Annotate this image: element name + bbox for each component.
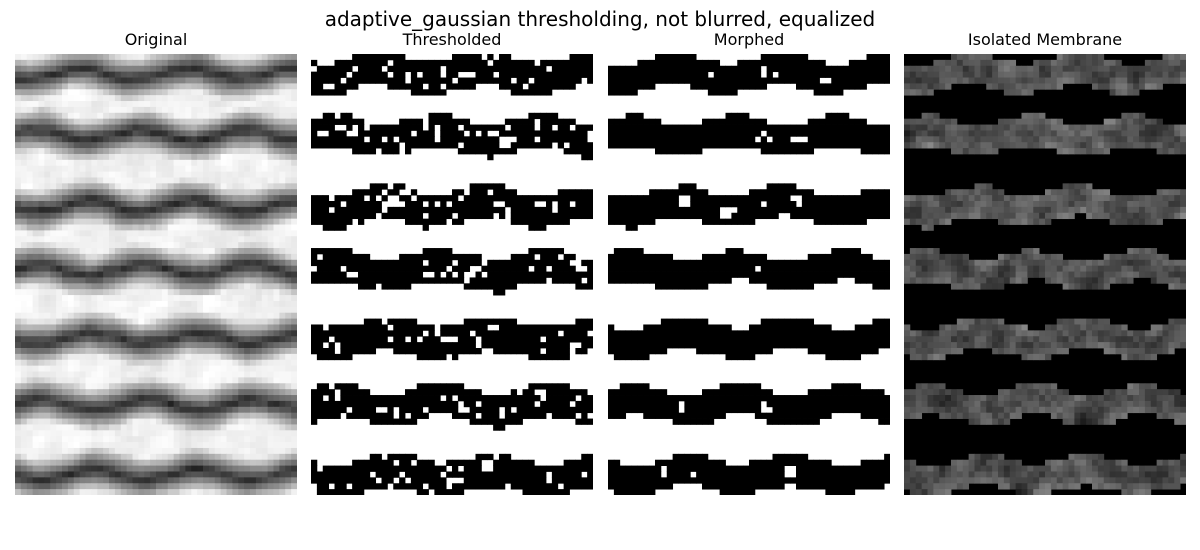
figure-title: adaptive_gaussian thresholding, not blur… [324, 7, 876, 31]
panel-isolated-membrane: Isolated Membrane [904, 30, 1186, 495]
panel-title: Isolated Membrane [967, 30, 1123, 49]
isolated-membrane-image [904, 54, 1186, 495]
panel-morphed: Morphed [608, 30, 890, 495]
panel-original: Original [15, 30, 297, 495]
panel-title: Original [124, 30, 188, 49]
original-grayscale-image [15, 54, 297, 495]
thresholded-binary-image [311, 54, 593, 495]
panel-title: Thresholded [402, 30, 502, 49]
panel-thresholded: Thresholded [311, 30, 593, 495]
morphed-binary-image [608, 54, 890, 495]
panel-title: Morphed [713, 30, 785, 49]
